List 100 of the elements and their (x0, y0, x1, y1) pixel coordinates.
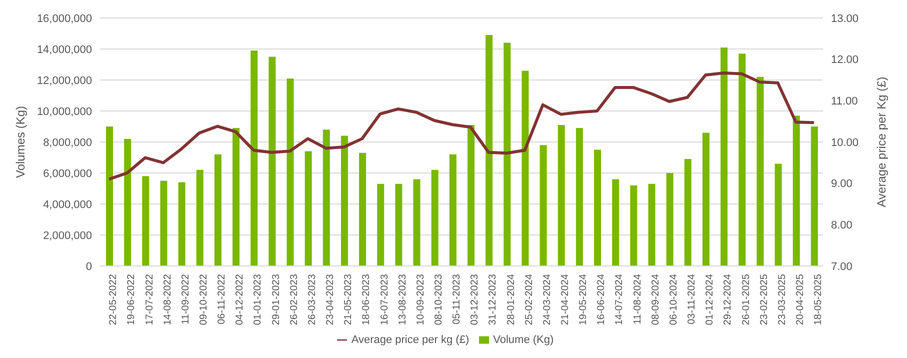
bar (395, 184, 402, 266)
y-tick-label: 4,000,000 (43, 198, 92, 211)
y2-tick-label: 9.00 (831, 178, 852, 190)
bar (286, 78, 294, 266)
bar (431, 170, 438, 266)
y-tick-label: 10,000,000 (36, 106, 92, 118)
y-tick-label: 8,000,000 (43, 136, 92, 149)
x-tick-label: 29-01-2023 (270, 274, 282, 326)
x-tick-label: 26-03-2023 (306, 274, 318, 326)
x-tick-label: 21-04-2024 (560, 274, 572, 326)
x-tick-label: 14-08-2022 (162, 274, 174, 326)
x-tick-label: 10-09-2023 (415, 274, 426, 326)
y2-tick-label: 7.00 (831, 260, 852, 273)
x-tick-label: 28-01-2024 (506, 274, 517, 326)
x-tick-label: 26-01-2025 (740, 274, 752, 326)
y-tick-label: 0 (86, 260, 92, 273)
bar (522, 70, 529, 266)
bar (359, 152, 366, 266)
bar (630, 185, 638, 266)
bar (468, 124, 474, 266)
y-tick-label: 2,000,000 (43, 230, 92, 242)
bar (666, 173, 674, 266)
bar (196, 170, 204, 266)
x-tick-label: 14-07-2024 (614, 274, 626, 326)
x-tick-label: 18-06-2023 (361, 274, 372, 326)
y2-axis-title: Average price per Kg (£) (874, 76, 888, 208)
x-tick-label: 19-06-2022 (126, 274, 138, 326)
x-tick-label: 23-03-2025 (776, 274, 788, 326)
x-tick-label: 04-12-2022 (234, 274, 246, 326)
x-tick-label: 24-03-2024 (542, 274, 553, 326)
bar (810, 126, 818, 266)
bar (124, 138, 132, 266)
bar (322, 130, 330, 266)
legend-label: Average price per kg (£) (351, 334, 470, 346)
bar (377, 184, 384, 266)
bar (540, 145, 547, 266)
y2-tick-label: 10.00 (831, 136, 859, 149)
bar (250, 50, 258, 266)
legend-label: Volume (Kg) (493, 334, 554, 346)
x-tick-label: 17-07-2022 (144, 274, 156, 326)
x-tick-label: 06-11-2022 (216, 274, 228, 324)
y-axis-title: Volumes (Kg) (13, 106, 28, 178)
bar (684, 159, 692, 266)
x-tick-label: 01-01-2023 (252, 274, 264, 326)
bar (304, 151, 312, 266)
x-tick-label: 06-10-2024 (668, 274, 680, 326)
y-tick-label: 16,000,000 (36, 12, 92, 25)
y-tick-label: 6,000,000 (43, 168, 92, 180)
bar (756, 76, 764, 266)
bar (774, 164, 782, 266)
x-tick-label: 08-09-2024 (650, 274, 662, 326)
x-tick-label: 03-11-2024 (686, 274, 698, 324)
y2-tick-label: 11.00 (831, 96, 858, 108)
x-tick-label: 25-02-2024 (524, 274, 535, 326)
x-tick-label: 23-02-2025 (758, 274, 770, 326)
x-tick-label: 11-08-2024 (632, 274, 644, 324)
y-tick-label: 14,000,000 (36, 44, 92, 56)
x-tick-label: 16-07-2023 (379, 274, 390, 326)
x-tick-label: 18-05-2025 (813, 274, 824, 326)
x-tick-label: 26-02-2023 (288, 274, 300, 326)
bar (486, 35, 493, 266)
x-tick-label: 11-09-2022 (180, 274, 192, 324)
bar (576, 128, 583, 266)
x-tick-label: 05-11-2023 (452, 274, 463, 324)
x-tick-label: 01-12-2024 (704, 274, 716, 326)
bar (612, 179, 620, 266)
bar (594, 150, 602, 266)
bar (558, 124, 565, 266)
bar (413, 179, 420, 266)
bar (106, 126, 113, 266)
bar (160, 180, 168, 266)
x-tick-label: 03-12-2023 (470, 274, 481, 326)
x-tick-label: 29-12-2024 (722, 274, 734, 326)
bar (648, 184, 656, 266)
x-tick-label: 19-05-2024 (578, 274, 590, 326)
bar (720, 47, 728, 266)
bar (504, 42, 511, 266)
bar (449, 154, 456, 266)
y-tick-label: 12,000,000 (36, 74, 92, 87)
bar (214, 154, 222, 266)
y2-tick-label: 12.00 (831, 54, 859, 66)
bar (178, 182, 186, 266)
bar (792, 116, 800, 266)
x-tick-label: 22-05-2022 (108, 274, 120, 326)
y2-tick-label: 13.00 (831, 12, 859, 25)
x-tick-label: 09-10-2022 (198, 274, 210, 326)
x-tick-label: 16-06-2024 (596, 274, 608, 326)
x-tick-label: 23-04-2023 (325, 274, 336, 326)
x-tick-label: 31-12-2023 (488, 274, 499, 326)
bar (702, 132, 710, 266)
x-tick-label: 13-08-2023 (397, 274, 408, 326)
y2-tick-label: 8.00 (831, 220, 852, 232)
x-tick-label: 08-10-2023 (433, 274, 444, 326)
bar (340, 136, 348, 266)
bar (268, 56, 276, 266)
bar (142, 176, 150, 266)
x-tick-label: 21-05-2023 (343, 274, 354, 326)
line-series (108, 71, 816, 181)
bar (232, 128, 240, 266)
x-tick-label: 20-04-2025 (794, 274, 806, 326)
